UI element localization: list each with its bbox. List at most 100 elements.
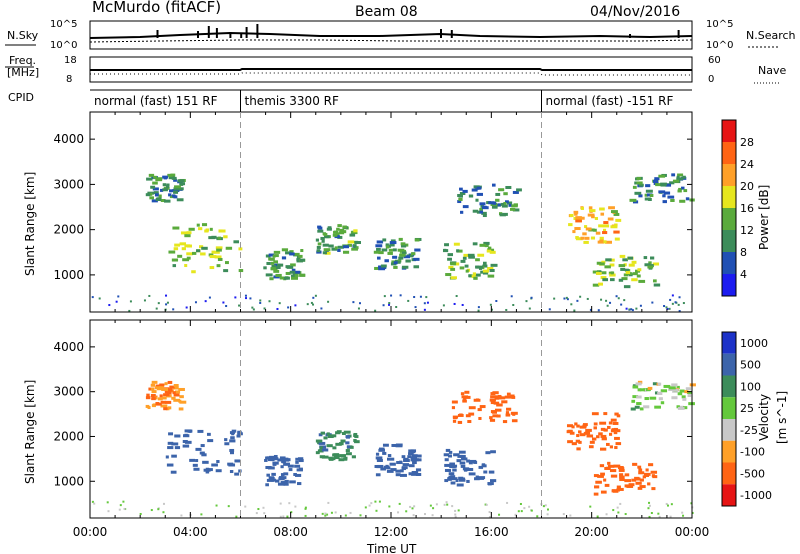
data-cell: [216, 264, 221, 268]
data-cell: [607, 425, 611, 429]
data-cell: [160, 400, 167, 404]
data-cell: [315, 238, 319, 242]
data-cell: [639, 478, 644, 482]
velocity-colorbar-segment: [722, 462, 736, 485]
data-cell: [475, 475, 479, 479]
ground-scatter-cell: [357, 307, 360, 310]
data-cell: [676, 385, 680, 389]
data-cell: [450, 481, 456, 485]
data-cell: [584, 225, 588, 229]
data-cell: [267, 458, 273, 462]
data-cell: [160, 188, 164, 192]
data-cell: [413, 265, 420, 269]
data-cell: [387, 457, 391, 461]
data-cell: [635, 382, 642, 386]
data-cell: [598, 224, 604, 228]
data-cell: [150, 387, 155, 391]
ground-scatter-cell: [681, 511, 684, 514]
data-cell: [466, 479, 470, 483]
ground-scatter-cell: [432, 507, 435, 510]
data-cell: [263, 266, 267, 270]
data-cell: [375, 244, 383, 248]
ground-scatter-cell: [288, 502, 291, 505]
data-cell: [461, 457, 468, 461]
data-cell: [268, 476, 275, 480]
data-cell: [293, 252, 300, 256]
noise-left-tick-top: 10^5: [50, 19, 77, 30]
data-cell: [452, 419, 457, 423]
data-cell: [200, 444, 205, 448]
data-cell: [676, 175, 680, 179]
data-cell: [511, 204, 518, 208]
data-cell: [223, 269, 229, 273]
velocity-panel: 1000 2000 3000 4000: [53, 319, 696, 519]
data-cell: [677, 189, 682, 193]
data-cell: [617, 466, 624, 470]
data-cell: [196, 249, 201, 253]
data-cell: [387, 251, 393, 255]
data-cell: [663, 384, 671, 388]
data-cell: [408, 452, 414, 456]
data-cell: [158, 194, 162, 198]
ground-scatter-cell: [349, 511, 352, 514]
data-cell: [273, 250, 281, 254]
data-cell: [600, 212, 605, 216]
data-cell: [468, 412, 475, 416]
data-cell: [171, 454, 177, 458]
data-cell: [614, 223, 618, 227]
ground-scatter-cell: [166, 301, 169, 304]
ground-scatter-cell: [570, 303, 573, 306]
data-cell: [504, 395, 512, 399]
data-cell: [593, 422, 598, 426]
data-cell: [266, 261, 271, 265]
data-cell: [399, 249, 407, 253]
data-cell: [215, 246, 223, 250]
ground-scatter-cell: [388, 505, 391, 508]
data-cell: [184, 264, 188, 268]
data-cell: [677, 406, 685, 410]
velocity-colorbar-tick: -100: [740, 446, 765, 459]
data-cell: [152, 187, 159, 191]
ground-scatter-cell: [423, 308, 426, 311]
ground-scatter-cell: [665, 502, 668, 505]
data-cell: [165, 400, 172, 404]
ground-scatter-cell: [678, 296, 681, 299]
ground-scatter-cell: [91, 296, 94, 299]
data-cell: [483, 470, 488, 474]
data-cell: [683, 189, 688, 193]
data-cell: [377, 256, 381, 260]
data-cell: [178, 407, 184, 411]
data-cell: [571, 425, 575, 429]
data-cell: [505, 185, 512, 189]
data-cell: [636, 177, 642, 181]
data-cell: [353, 246, 359, 250]
data-cell: [322, 251, 327, 255]
data-cell: [492, 414, 499, 418]
date-title: 04/Nov/2016: [590, 4, 680, 20]
velocity-colorbar-tick: 1000: [740, 337, 768, 350]
data-cell: [289, 480, 296, 484]
data-cell: [597, 240, 605, 244]
data-cell: [224, 438, 228, 442]
data-cell: [497, 203, 501, 207]
data-cell: [408, 464, 415, 468]
data-cell: [596, 435, 600, 439]
data-cell: [591, 437, 597, 441]
data-cell: [627, 256, 634, 260]
ground-scatter-cell: [519, 502, 522, 505]
data-cell: [505, 411, 510, 415]
data-cell: [511, 419, 518, 423]
data-cell: [169, 189, 173, 193]
ground-scatter-cell: [617, 297, 620, 300]
noise-left-tick-bottom: 10^0: [50, 40, 77, 51]
site-title: McMurdo (fitACF): [92, 0, 221, 16]
ground-scatter-cell: [443, 503, 446, 506]
ground-scatter-cell: [352, 301, 355, 304]
ground-scatter-cell: [107, 510, 110, 513]
data-cell: [586, 434, 594, 438]
ground-scatter-cell: [565, 296, 568, 299]
data-cell: [268, 257, 275, 261]
data-cell: [208, 468, 213, 472]
data-cell: [214, 255, 222, 259]
data-cell: [608, 421, 613, 425]
